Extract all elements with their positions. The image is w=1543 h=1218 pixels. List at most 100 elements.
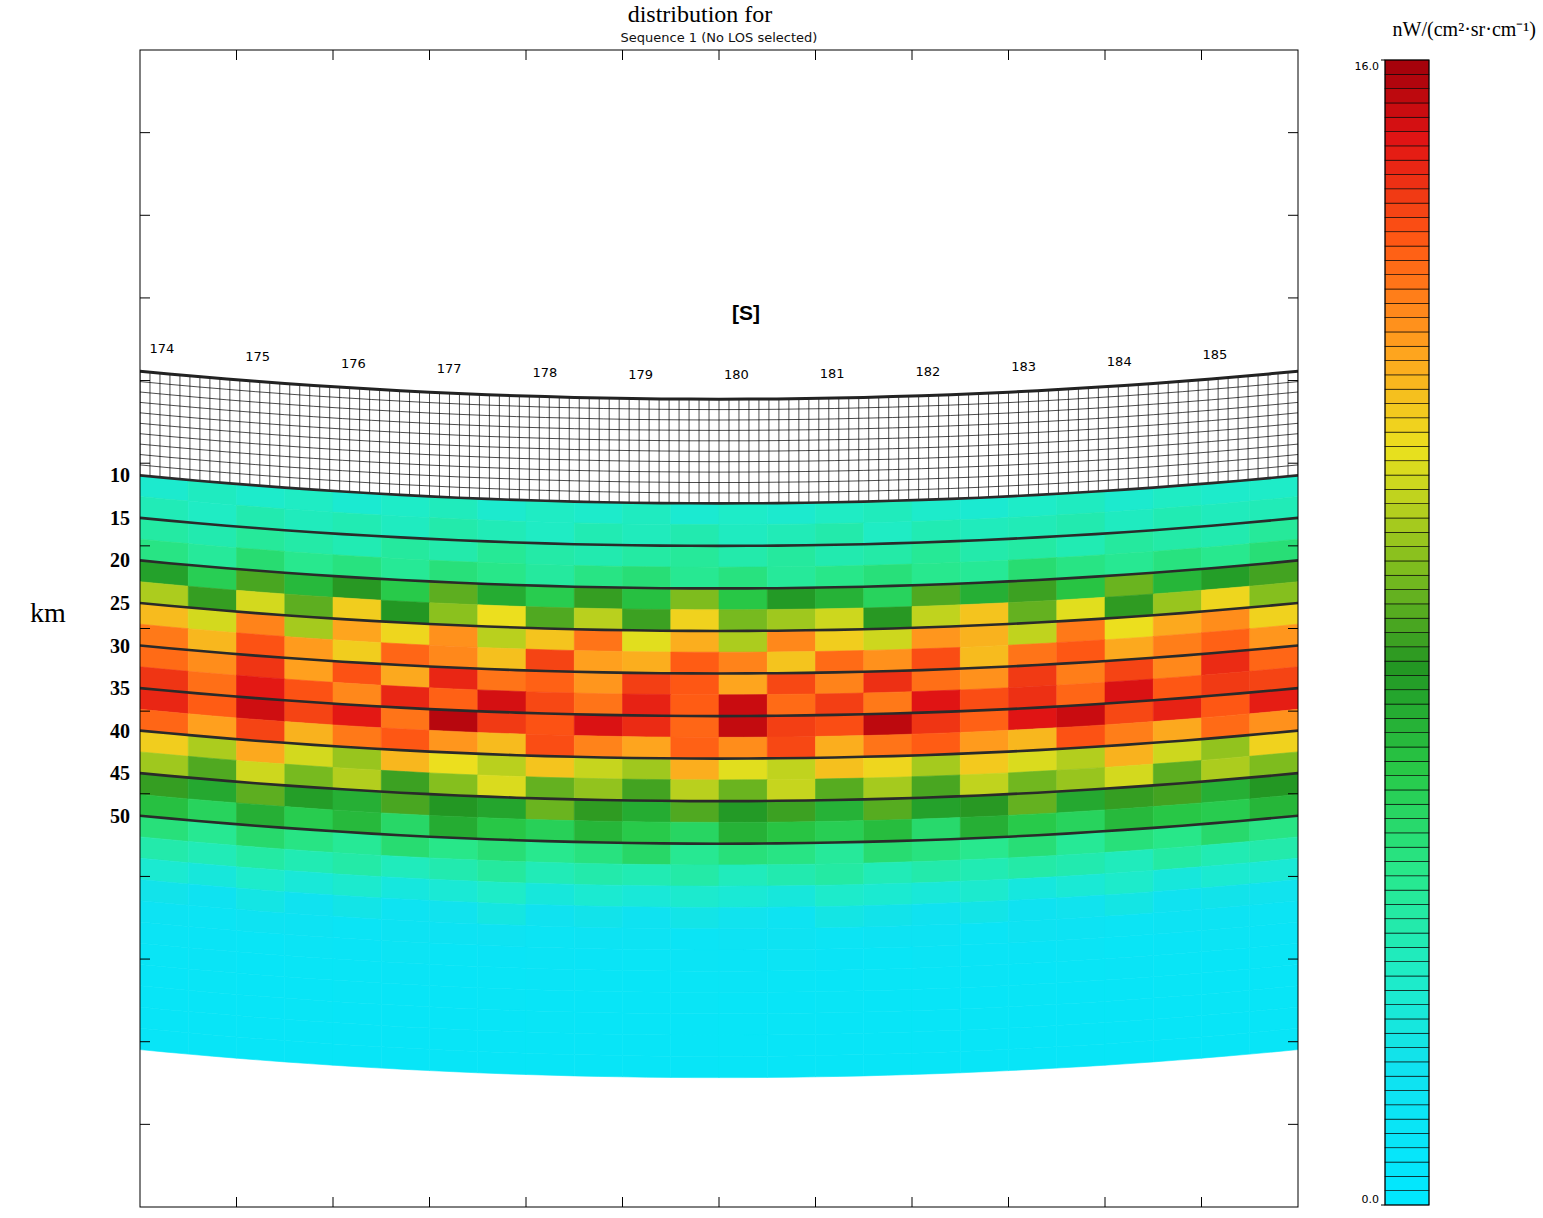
heat-cell: [816, 672, 864, 694]
heat-cell: [719, 503, 767, 524]
heat-cell: [237, 931, 285, 956]
heat-cell: [430, 752, 478, 775]
heat-cell: [864, 841, 912, 864]
heat-cell: [864, 734, 912, 757]
colorbar-band: [1385, 590, 1429, 604]
heat-cell: [912, 1052, 960, 1075]
heat-cell: [526, 968, 574, 991]
frame-tick: [1201, 50, 1202, 60]
frame-tick: [1288, 876, 1298, 877]
heat-cell: [1105, 956, 1153, 981]
heat-cell: [526, 756, 574, 779]
heat-cell: [333, 853, 381, 877]
heat-cell: [574, 672, 622, 694]
heat-cell: [816, 1055, 864, 1077]
band-grid: [140, 434, 1298, 462]
heat-cell: [285, 849, 333, 874]
colorbar-band: [1385, 1162, 1429, 1176]
heat-cell: [864, 862, 912, 885]
heat-cell: [623, 907, 671, 929]
heat-cell: [188, 841, 236, 866]
heat-cell: [1057, 1023, 1105, 1047]
heat-cell: [816, 927, 864, 949]
heat-cell: [671, 992, 719, 1014]
heat-cell: [864, 649, 912, 672]
colorbar-band: [1385, 890, 1429, 904]
heat-cell: [719, 971, 767, 992]
altitude-label: 30: [110, 635, 130, 657]
altitude-line: [140, 731, 1298, 759]
heat-cell: [430, 560, 478, 583]
heat-cell: [430, 1007, 478, 1030]
heat-cell: [816, 608, 864, 630]
heat-cell: [526, 819, 574, 842]
heat-cell: [381, 1004, 429, 1028]
frame-tick: [912, 50, 913, 60]
heat-cell: [960, 1028, 1008, 1051]
heat-cell: [478, 1030, 526, 1053]
heat-cell: [671, 1035, 719, 1056]
heat-cell: [526, 564, 574, 587]
altitude-label: 10: [110, 464, 130, 486]
colorbar-band: [1385, 862, 1429, 876]
frame-tick: [815, 1197, 816, 1207]
frame-tick: [429, 50, 430, 60]
heat-cell: [671, 886, 719, 908]
heat-cell: [430, 730, 478, 753]
heat-cell: [816, 906, 864, 928]
heat-cell: [140, 1028, 188, 1054]
heat-cell: [381, 579, 429, 603]
heat-cell: [381, 877, 429, 901]
heat-cell: [816, 736, 864, 758]
heat-cell: [1250, 1028, 1298, 1054]
band-grid: [140, 444, 1298, 472]
heat-cell: [381, 855, 429, 879]
heat-cell: [960, 730, 1008, 753]
heat-cell: [864, 777, 912, 800]
colorbar-band: [1385, 790, 1429, 804]
heat-cell: [960, 624, 1008, 647]
heat-cell: [478, 1052, 526, 1075]
colorbar-band: [1385, 303, 1429, 317]
heat-cell: [816, 884, 864, 906]
heat-cell: [816, 948, 864, 970]
heat-cell: [1057, 980, 1105, 1004]
heat-cell: [478, 499, 526, 522]
frame-tick: [1288, 959, 1298, 960]
heat-cell: [478, 626, 526, 649]
heat-cell: [188, 905, 236, 930]
heat-cell: [960, 1049, 1008, 1073]
heat-cell: [816, 1033, 864, 1055]
heat-cell: [960, 986, 1008, 1009]
heat-cell: [912, 966, 960, 989]
heat-cell: [719, 588, 767, 610]
heat-cell: [381, 494, 429, 518]
colorbar-band: [1385, 661, 1429, 675]
heat-cell: [1057, 853, 1105, 877]
heat-cell: [623, 758, 671, 780]
heat-cell: [912, 541, 960, 564]
colorbar-band: [1385, 1048, 1429, 1062]
heat-cell: [574, 502, 622, 524]
colorbar-band: [1385, 575, 1429, 589]
heat-cell: [574, 821, 622, 843]
heat-cell: [1009, 749, 1057, 773]
colorbar-band: [1385, 904, 1429, 918]
altitude-line: [140, 560, 1298, 588]
heat-cell: [430, 815, 478, 838]
heat-cell: [719, 1056, 767, 1077]
heat-cell: [381, 813, 429, 837]
heat-cell: [864, 798, 912, 821]
heat-cell: [430, 943, 478, 966]
colorbar-band: [1385, 404, 1429, 418]
subtitle: Sequence 1 (No LOS selected): [621, 30, 818, 45]
heat-cell: [1057, 1044, 1105, 1068]
heat-cell: [526, 1053, 574, 1076]
frame-tick: [333, 50, 334, 60]
colorbar-band: [1385, 275, 1429, 289]
sequence-label: 174: [150, 341, 175, 356]
heat-cell: [864, 585, 912, 608]
heat-cell: [526, 926, 574, 949]
heat-cell: [1009, 515, 1057, 539]
heat-cell: [623, 1056, 671, 1078]
